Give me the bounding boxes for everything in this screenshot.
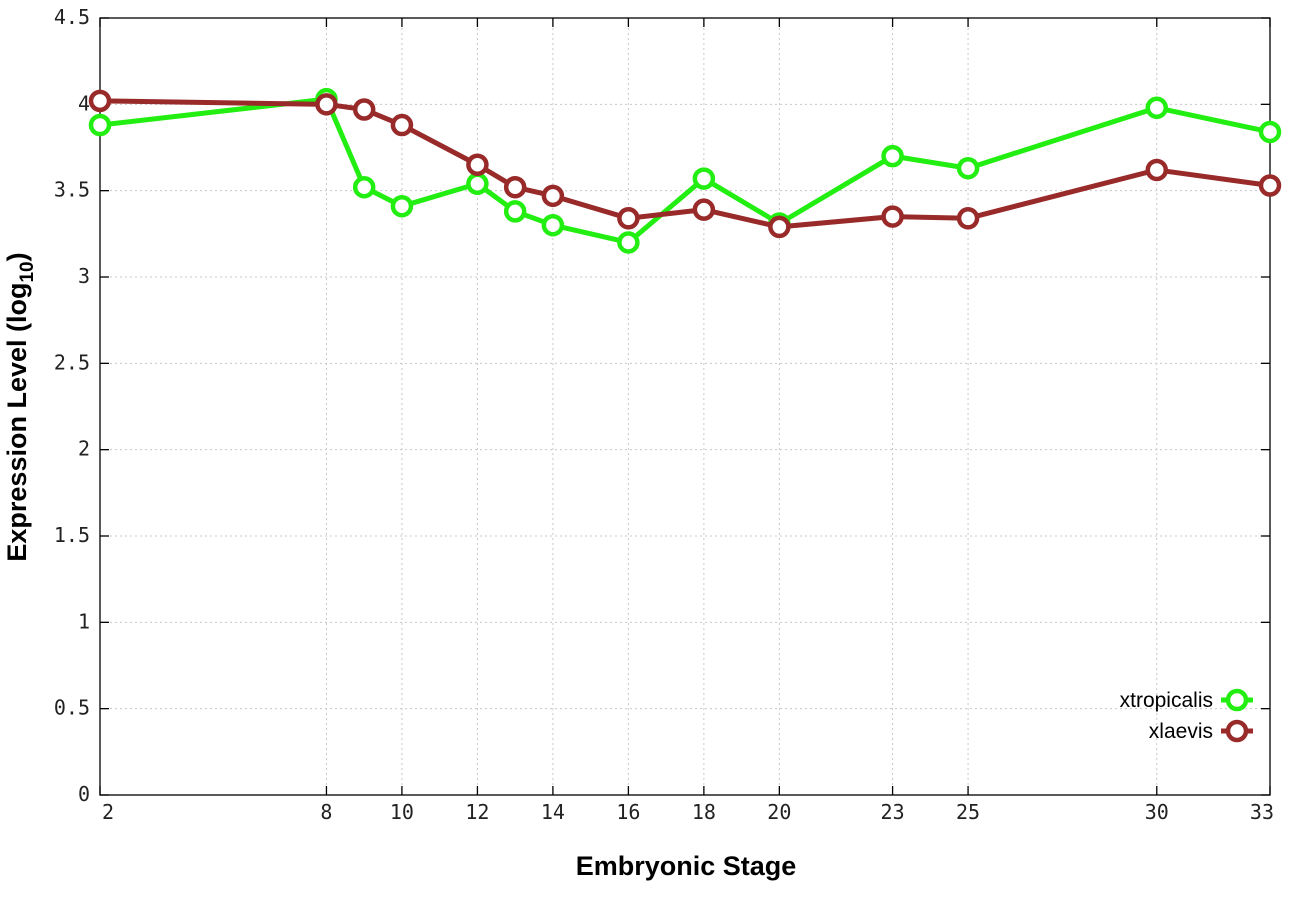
data-point-xtropicalis [88, 113, 112, 137]
data-point-xlaevis [692, 198, 716, 221]
data-point-xlaevis [768, 215, 791, 239]
x-tick-label: 16 [616, 800, 640, 824]
data-point-xtropicalis [541, 213, 565, 237]
y-tick-label: 1.5 [54, 523, 90, 547]
data-point-xlaevis [466, 153, 489, 177]
plot-frame [99, 17, 1271, 796]
y-tick-label: 4 [78, 91, 90, 115]
legend-item-xtropicalis: xtropicalis [1120, 688, 1253, 712]
data-point-xtropicalis [881, 144, 904, 168]
x-tick-label: 12 [465, 800, 489, 824]
legend-item-xlaevis: xlaevis [1149, 719, 1253, 743]
series-xlaevis [88, 89, 1282, 239]
data-point-xtropicalis [692, 167, 716, 190]
data-point-xlaevis [881, 205, 904, 228]
data-point-xlaevis [1258, 174, 1282, 197]
legend-marker-xlaevis [1225, 719, 1249, 743]
y-axis-title: Expression Level (log10) [2, 252, 38, 561]
y-tick-label: 3.5 [54, 178, 90, 202]
series-line-xtropicalis [99, 96, 1271, 245]
x-tick-label: 20 [767, 800, 791, 824]
y-tick-label: 1 [78, 609, 90, 633]
series-layer [88, 87, 1282, 254]
data-point-xtropicalis [466, 172, 489, 196]
data-point-xtropicalis [1145, 96, 1169, 120]
y-tick-label: 0.5 [54, 696, 90, 720]
y-tick-label: 4.5 [54, 5, 90, 29]
series-xtropicalis [88, 87, 1282, 254]
data-point-xtropicalis [617, 231, 640, 254]
data-point-xlaevis [315, 93, 338, 116]
x-axis-title: Embryonic Stage [576, 851, 797, 881]
x-tick-label: 33 [1250, 800, 1274, 824]
data-point-xtropicalis [1258, 120, 1282, 144]
data-point-xtropicalis [352, 175, 376, 199]
x-tick-label: 10 [390, 800, 414, 824]
grid [100, 18, 1270, 795]
x-tick-label: 23 [881, 800, 905, 824]
data-point-xlaevis [352, 98, 376, 121]
y-tick-label: 2 [78, 437, 90, 461]
data-point-xlaevis [1145, 158, 1169, 182]
legend: xtropicalis xlaevis [1120, 688, 1253, 743]
x-tick-label: 25 [956, 800, 980, 824]
data-point-xtropicalis [503, 200, 527, 223]
y-tick-label: 3 [78, 264, 90, 288]
data-point-xlaevis [503, 175, 527, 199]
x-tick-label: 14 [541, 800, 565, 824]
series-line-xlaevis [99, 98, 1271, 230]
y-axis-title-subscript: 10 [17, 261, 38, 282]
data-point-xlaevis [617, 207, 640, 230]
y-axis-title-suffix: ) [2, 252, 32, 261]
x-tick-label: 2 [102, 800, 114, 824]
legend-label-xlaevis: xlaevis [1149, 720, 1213, 743]
legend-marker-xtropicalis [1225, 688, 1249, 712]
y-tick-label: 2.5 [54, 350, 90, 374]
legend-label-xtropicalis: xtropicalis [1120, 689, 1213, 712]
y-axis-title-main: Expression Level (log [2, 283, 32, 562]
x-tick-label: 8 [320, 800, 332, 824]
data-point-xtropicalis [956, 156, 980, 180]
y-tick-label: 0 [78, 782, 90, 806]
data-point-xlaevis [88, 89, 112, 113]
x-tick-label: 30 [1145, 800, 1169, 824]
data-point-xlaevis [390, 113, 414, 137]
data-point-xlaevis [541, 184, 565, 208]
data-point-xlaevis [956, 207, 980, 230]
x-tick-label: 18 [692, 800, 716, 824]
data-point-xtropicalis [390, 194, 414, 218]
axis-ticks: 0 0.5 1 1.5 2 2.5 3 3.5 4 4.5 2 8 10 12 14 16 18 20 23 25 30… [54, 5, 1274, 824]
